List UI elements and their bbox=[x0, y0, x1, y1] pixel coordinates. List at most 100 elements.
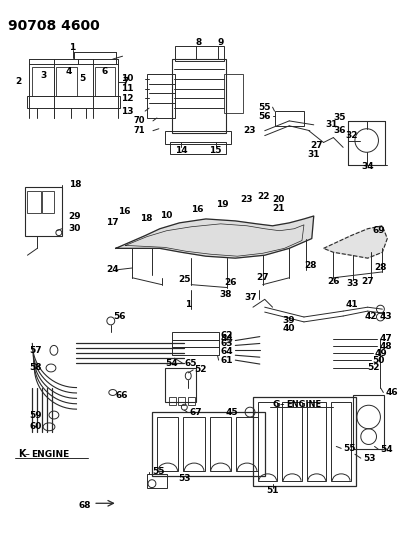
Text: 13: 13 bbox=[121, 107, 133, 116]
Bar bbox=[210, 417, 231, 471]
Bar bbox=[147, 74, 174, 118]
Bar bbox=[174, 46, 224, 61]
Text: 58: 58 bbox=[30, 364, 42, 373]
Text: 43: 43 bbox=[379, 312, 392, 321]
Text: 60: 60 bbox=[30, 422, 42, 431]
Text: 42: 42 bbox=[365, 312, 377, 321]
Bar bbox=[178, 398, 185, 405]
Text: 26: 26 bbox=[327, 277, 339, 286]
Text: 41: 41 bbox=[345, 300, 358, 309]
Polygon shape bbox=[116, 216, 314, 258]
Text: 28: 28 bbox=[374, 263, 387, 272]
Bar bbox=[27, 96, 120, 108]
Bar bbox=[147, 474, 167, 488]
Text: 14: 14 bbox=[175, 146, 188, 155]
Text: 52: 52 bbox=[368, 364, 380, 373]
Text: 53: 53 bbox=[363, 454, 375, 463]
Text: 52: 52 bbox=[194, 366, 207, 375]
Bar bbox=[32, 67, 54, 96]
Text: 27: 27 bbox=[310, 141, 323, 150]
Text: 20: 20 bbox=[273, 195, 285, 204]
Text: 49: 49 bbox=[375, 349, 387, 358]
Text: –: – bbox=[279, 400, 284, 409]
Text: 55: 55 bbox=[152, 467, 164, 477]
Text: 25: 25 bbox=[178, 275, 191, 284]
Text: 59: 59 bbox=[29, 410, 42, 419]
Text: 67: 67 bbox=[189, 408, 202, 417]
Text: 63: 63 bbox=[220, 339, 233, 348]
Bar bbox=[332, 402, 351, 481]
Text: 21: 21 bbox=[273, 204, 285, 213]
Bar bbox=[172, 340, 219, 348]
Text: 32: 32 bbox=[345, 131, 358, 140]
Text: 23: 23 bbox=[240, 195, 253, 204]
Text: ENGINE: ENGINE bbox=[31, 450, 70, 459]
Bar bbox=[188, 398, 195, 405]
Bar bbox=[152, 412, 265, 476]
Bar bbox=[172, 332, 219, 340]
Text: K: K bbox=[18, 449, 25, 459]
Text: 54: 54 bbox=[165, 359, 178, 368]
Bar bbox=[258, 402, 277, 481]
Text: 5: 5 bbox=[79, 74, 86, 83]
Bar bbox=[169, 398, 176, 405]
Text: 30: 30 bbox=[68, 224, 81, 233]
Text: 53: 53 bbox=[178, 474, 191, 483]
Text: 57: 57 bbox=[29, 346, 42, 355]
Text: 56: 56 bbox=[113, 312, 125, 321]
Bar bbox=[56, 67, 78, 96]
Text: 26: 26 bbox=[224, 278, 237, 287]
Text: 70: 70 bbox=[134, 116, 145, 125]
Bar bbox=[170, 142, 226, 154]
Text: 44: 44 bbox=[220, 334, 233, 343]
Bar bbox=[172, 59, 226, 133]
Text: 65: 65 bbox=[184, 359, 197, 368]
Text: ENGINE: ENGINE bbox=[286, 400, 322, 409]
Bar bbox=[25, 187, 62, 236]
Text: 61: 61 bbox=[220, 356, 233, 365]
Polygon shape bbox=[324, 226, 387, 258]
Text: 68: 68 bbox=[78, 500, 91, 510]
Text: 9: 9 bbox=[217, 38, 224, 47]
Text: G: G bbox=[273, 400, 280, 409]
Bar bbox=[307, 402, 326, 481]
Text: 22: 22 bbox=[257, 192, 269, 201]
Text: 16: 16 bbox=[191, 205, 204, 214]
Bar bbox=[165, 131, 231, 144]
Text: 28: 28 bbox=[304, 261, 316, 270]
Bar bbox=[165, 368, 196, 402]
Text: 66: 66 bbox=[116, 391, 128, 400]
Text: 16: 16 bbox=[118, 207, 130, 216]
Text: 62: 62 bbox=[220, 331, 233, 340]
Text: 36: 36 bbox=[334, 126, 346, 135]
Text: 69: 69 bbox=[373, 226, 385, 235]
Text: 38: 38 bbox=[219, 290, 232, 299]
Text: 55: 55 bbox=[258, 103, 271, 112]
Text: 8: 8 bbox=[196, 38, 202, 47]
Text: 46: 46 bbox=[385, 388, 398, 397]
Text: 1: 1 bbox=[69, 43, 76, 52]
Text: 35: 35 bbox=[334, 114, 346, 123]
Text: 12: 12 bbox=[121, 94, 133, 103]
Bar bbox=[183, 417, 205, 471]
Text: 37: 37 bbox=[244, 293, 257, 302]
Text: 19: 19 bbox=[216, 200, 228, 209]
Text: 10: 10 bbox=[121, 74, 133, 83]
Text: 47: 47 bbox=[379, 334, 392, 343]
Text: 40: 40 bbox=[282, 324, 295, 333]
Text: 64: 64 bbox=[220, 347, 233, 356]
Bar bbox=[95, 67, 115, 96]
Text: 3: 3 bbox=[40, 71, 46, 80]
Text: 27: 27 bbox=[361, 277, 374, 286]
Bar bbox=[27, 191, 41, 213]
Bar bbox=[275, 111, 304, 126]
Text: 2: 2 bbox=[16, 77, 22, 86]
Text: 29: 29 bbox=[68, 212, 81, 221]
Text: 71: 71 bbox=[133, 126, 145, 135]
Text: 90708 4600: 90708 4600 bbox=[8, 19, 100, 33]
Bar bbox=[157, 417, 178, 471]
Bar bbox=[224, 74, 243, 113]
Bar bbox=[42, 191, 54, 213]
Text: 48: 48 bbox=[379, 342, 392, 351]
Text: 34: 34 bbox=[361, 163, 374, 172]
